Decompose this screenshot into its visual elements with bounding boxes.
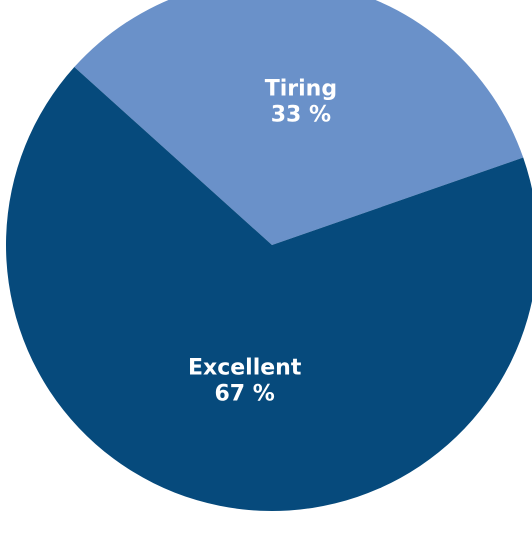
slice-label-tiring: Tiring 33 % [265, 77, 337, 128]
slice-category-label: Excellent [188, 356, 302, 381]
slice-label-excellent: Excellent 67 % [188, 356, 302, 407]
pie-slice-excellent [6, 67, 532, 511]
slice-value-label: 67 % [214, 382, 274, 407]
pie-slice-tiring [74, 0, 524, 245]
slice-category-label: Tiring [265, 77, 337, 102]
slice-value-label: 33 % [271, 103, 331, 128]
